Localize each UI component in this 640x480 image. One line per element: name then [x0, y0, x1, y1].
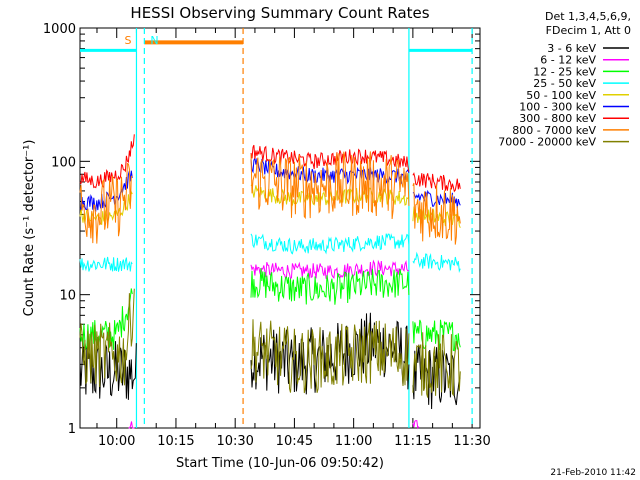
- x-axis: 10:00 10:15 10:30 10:45 11:00 11:15 11:30: [96, 28, 491, 449]
- marker-label: S: [124, 34, 131, 47]
- legend-header-line-2: FDecim 1, Att 0: [546, 24, 631, 37]
- x-tick-label: 10:45: [276, 434, 313, 449]
- status-bars: [80, 40, 473, 52]
- legend-label: 25 - 50 keV: [533, 77, 596, 90]
- legend-label: 7000 - 20000 keV: [498, 136, 596, 149]
- series-line: [412, 251, 461, 273]
- legend-label: 6 - 12 keV: [540, 54, 596, 67]
- series-line: [250, 268, 410, 305]
- legend-label: 50 - 100 keV: [526, 89, 596, 102]
- chart-title: HESSI Observing Summary Count Rates: [130, 4, 429, 22]
- y-tick-label: 1: [68, 422, 76, 437]
- legend-header-line-1: Det 1,3,4,5,6,9,: [545, 10, 631, 23]
- legend-label: 100 - 300 keV: [519, 101, 596, 114]
- series-line: [250, 259, 410, 281]
- x-tick-label: 10:00: [98, 434, 135, 449]
- y-tick-label: 10: [59, 289, 76, 304]
- series-line: [412, 344, 461, 410]
- series-lines: [79, 134, 461, 430]
- series-line: [79, 256, 133, 272]
- x-tick-label: 11:00: [335, 434, 372, 449]
- series-line: [128, 421, 135, 429]
- series-line: [412, 319, 461, 352]
- series-line: [250, 233, 410, 255]
- legend-label: 12 - 25 keV: [533, 65, 596, 78]
- series-line: [250, 144, 410, 172]
- legend-label: 800 - 7000 keV: [512, 124, 596, 137]
- series-line: [79, 162, 133, 244]
- legend-label: 300 - 800 keV: [519, 112, 596, 125]
- series-line: [412, 420, 420, 430]
- legend-label: 3 - 6 keV: [547, 42, 596, 55]
- x-tick-label: 11:15: [394, 434, 431, 449]
- y-tick-label: 100: [51, 155, 76, 170]
- series-line: [79, 288, 135, 388]
- x-axis-label: Start Time (10-Jun-06 09:50:42): [176, 456, 384, 471]
- series-line: [250, 319, 410, 394]
- y-axis-label: Count Rate (s⁻¹ detector⁻¹): [22, 140, 37, 317]
- series-line: [412, 332, 461, 398]
- plot-frame: [79, 27, 481, 429]
- marker-label: N: [150, 34, 158, 47]
- x-tick-label: 10:15: [157, 434, 194, 449]
- series-line: [250, 151, 410, 220]
- series-line: [79, 134, 135, 189]
- series-line: [412, 205, 461, 228]
- x-tick-label: 10:30: [216, 434, 253, 449]
- footer-date: 21-Feb-2010 11:42: [550, 468, 636, 478]
- legend: Det 1,3,4,5,6,9, FDecim 1, Att 0 3 - 6 k…: [498, 10, 631, 149]
- x-tick-label: 11:30: [453, 434, 490, 449]
- series-line: [412, 182, 461, 245]
- y-tick-label: 1000: [43, 22, 76, 37]
